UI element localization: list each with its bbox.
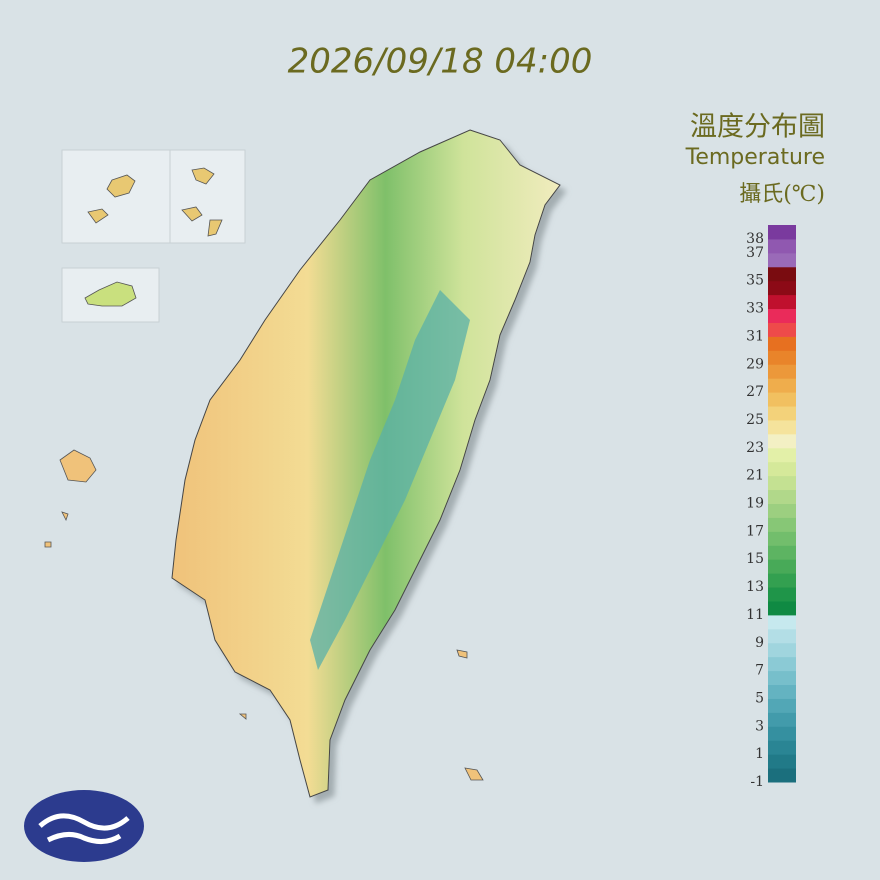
legend-swatch [768,489,796,504]
legend-swatch [768,419,796,435]
legend-swatch [768,475,796,491]
legend-swatch [768,726,796,741]
legend-tick-label: 25 [746,412,764,428]
legend-tick-label: 17 [746,523,764,539]
legend-swatch [768,364,796,379]
legend-swatch [768,294,796,310]
legend-tick-label: 15 [746,551,764,567]
legend-swatch [768,308,796,323]
legend-swatch [768,433,796,449]
legend-swatch [768,642,796,658]
legend-swatch [768,336,796,351]
legend-swatch [768,322,796,337]
legend-swatch [768,628,796,644]
legend-tick-label: 33 [746,301,764,317]
legend-tick-label: 9 [755,635,764,651]
legend-swatch [768,266,796,282]
legend-swatch [768,252,796,268]
legend-swatch [768,392,796,407]
legend-tick-label: 35 [746,273,764,289]
legend-tick-label: 38 [746,231,764,247]
legend-swatch [768,225,796,240]
legend-tick-label: 5 [755,690,764,706]
legend-swatch [768,238,796,254]
legend-tick-label: 19 [746,496,764,512]
legend-tick-label: 21 [746,468,764,484]
taiwan-land [171,129,561,798]
island [87,167,223,237]
legend-swatch [768,656,796,672]
legend-tick-label: 31 [746,328,764,344]
mountain-ridge [310,290,470,670]
legend-swatch [768,768,796,783]
legend-unit: 攝氏(℃) [739,182,825,207]
legend-swatch [768,573,796,588]
legend-swatch [768,406,796,421]
legend-tick-label: 3 [755,718,764,734]
legend-tick-label: 23 [746,440,764,456]
legend-swatch [768,461,796,477]
legend-swatch [768,545,796,560]
timestamp: 2026/09/18 04:00 [288,42,593,82]
legend-tick-label: 11 [746,607,764,623]
legend-tick-label: 29 [746,356,764,372]
legend-swatch [768,600,796,616]
legend-title: 溫度分布圖 [690,112,825,143]
legend-swatch [768,740,796,755]
legend-swatch [768,517,796,532]
legend-swatch [768,378,796,393]
legend-swatch [768,587,796,602]
legend-tick-label: 1 [755,746,764,762]
legend-swatch [768,684,796,699]
legend-tick-label: 37 [746,245,764,261]
island [44,449,484,781]
legend-swatch [768,670,796,686]
legend-tick-label: -1 [750,774,764,790]
logo-wave [38,813,130,844]
legend-swatch [768,698,796,713]
legend-subtitle: Temperature [685,145,825,170]
legend-swatch [768,350,796,365]
logo [24,790,144,862]
legend-swatch [768,280,796,296]
legend-swatch [768,531,796,546]
legend-swatch [768,614,796,630]
legend-tick-label: 13 [746,579,764,595]
legend-swatch [768,712,796,727]
legend-swatch [768,447,796,463]
island [84,281,137,307]
legend-swatch [768,754,796,769]
legend-tick-label: 7 [755,663,764,679]
legend-tick-label: 27 [746,384,764,400]
legend-swatch [768,559,796,574]
legend-swatch [768,503,796,518]
